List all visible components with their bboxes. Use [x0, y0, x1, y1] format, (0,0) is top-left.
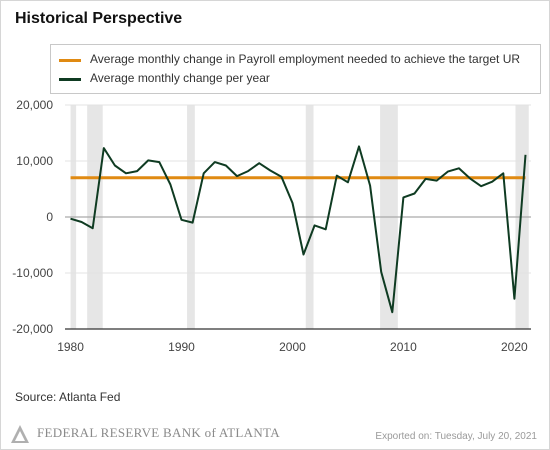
chart-legend: Average monthly change in Payroll employ…: [50, 44, 541, 94]
logo-text: FEDERAL RESERVE BANK of ATLANTA: [37, 425, 280, 440]
x-tick-label: 2000: [279, 340, 306, 354]
y-tick-label: 0: [46, 210, 53, 224]
x-tick-label: 2010: [390, 340, 417, 354]
x-tick-label: 2020: [501, 340, 528, 354]
x-tick-label: 1980: [57, 340, 84, 354]
source-note: Source: Atlanta Fed: [15, 390, 121, 404]
chart-title: Historical Perspective: [15, 10, 183, 27]
legend-swatch-series: [59, 78, 81, 81]
x-axis-ticks: 1980 1990 2000 2010 2020: [57, 340, 528, 354]
series-line: [70, 145, 527, 314]
gridlines: [65, 104, 531, 330]
legend-swatch-target: [59, 59, 81, 62]
y-tick-label: -20,000: [12, 322, 53, 336]
y-tick-label: 20,000: [16, 98, 53, 112]
x-tick-label: 1990: [168, 340, 195, 354]
legend-label-target: Average monthly change in Payroll employ…: [90, 52, 521, 66]
eagle-seal-icon: [11, 425, 29, 443]
legend-item-series[interactable]: Average monthly change per year: [59, 70, 539, 88]
y-axis-ticks: 20,000 10,000 0 -10,000 -20,000: [12, 98, 53, 336]
legend-label-series: Average monthly change per year: [90, 71, 270, 85]
y-tick-label: -10,000: [12, 266, 53, 280]
y-tick-label: 10,000: [16, 154, 53, 168]
export-date: Exported on: Tuesday, July 20, 2021: [375, 431, 537, 442]
legend-item-target[interactable]: Average monthly change in Payroll employ…: [59, 51, 539, 69]
series-lines: [70, 145, 527, 314]
